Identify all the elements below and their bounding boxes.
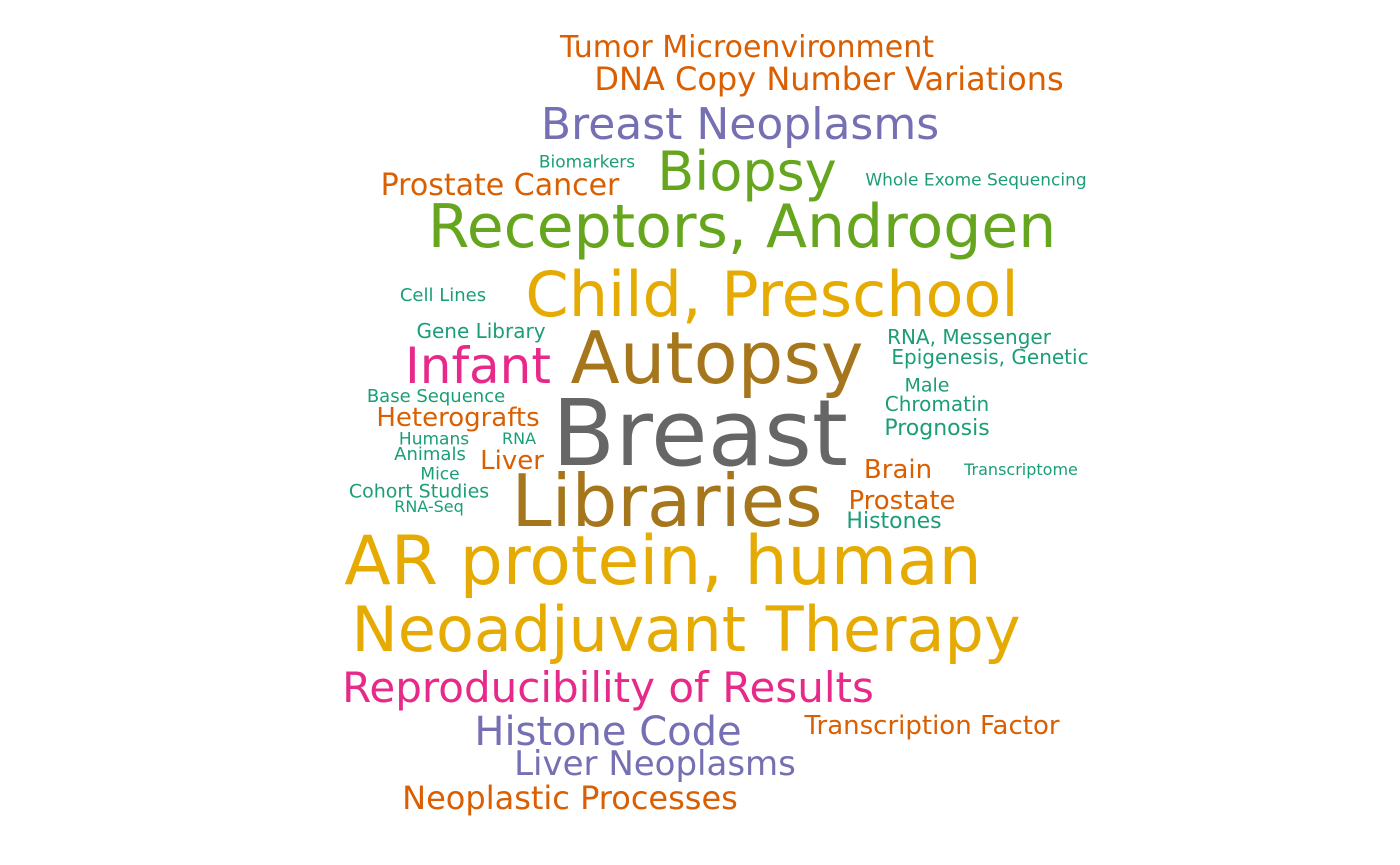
word-prognosis: Prognosis (884, 416, 990, 441)
word-transcription-factor: Transcription Factor (804, 711, 1060, 741)
word-animals: Animals (394, 444, 466, 465)
word-reproducibility-of-results: Reproducibility of Results (342, 663, 874, 712)
word-heterografts: Heterografts (376, 403, 540, 433)
word-dna-copy-number-variations: DNA Copy Number Variations (594, 60, 1064, 98)
word-cell-lines: Cell Lines (399, 285, 487, 306)
word-rna: RNA (501, 429, 537, 448)
word-prostate: Prostate (848, 486, 956, 516)
word-humans: Humans (398, 429, 470, 450)
word-histones: Histones (846, 509, 942, 534)
word-whole-exome-sequencing: Whole Exome Sequencing (865, 170, 1087, 191)
word-transcriptome: Transcriptome (964, 460, 1078, 479)
word-receptors-androgen: Receptors, Androgen (427, 192, 1057, 262)
word-infant: Infant (405, 337, 551, 395)
word-breast: Breast (552, 380, 848, 487)
word-brain: Brain (863, 455, 933, 485)
word-rna-seq: RNA-Seq (394, 497, 464, 516)
word-epigenesis-genetic: Epigenesis, Genetic (891, 345, 1089, 369)
word-liver-neoplasms: Liver Neoplasms (514, 744, 796, 784)
word-rna-messenger: RNA, Messenger (887, 325, 1051, 349)
word-neoplastic-processes: Neoplastic Processes (402, 779, 738, 817)
word-biopsy: Biopsy (657, 140, 837, 203)
word-cohort-studies: Cohort Studies (348, 480, 490, 503)
word-tumor-microenvironment: Tumor Microenvironment (559, 30, 935, 65)
word-chromatin: Chromatin (884, 392, 990, 416)
word-libraries: Libraries (511, 459, 823, 543)
word-base-sequence: Base Sequence (366, 386, 506, 407)
word-prostate-cancer: Prostate Cancer (380, 168, 620, 203)
word-neoadjuvant-therapy: Neoadjuvant Therapy (351, 593, 1021, 666)
word-male: Male (904, 374, 950, 397)
word-mice: Mice (420, 464, 460, 485)
word-histone-code: Histone Code (474, 709, 742, 755)
word-breast-neoplasms: Breast Neoplasms (540, 99, 940, 150)
word-autopsy: Autopsy (570, 316, 864, 400)
word-ar-protein-human: AR protein, human (344, 522, 982, 601)
word-biomarkers: Biomarkers (538, 152, 636, 173)
word-gene-library: Gene Library (416, 319, 546, 343)
word-liver: Liver (480, 446, 544, 476)
word-child-preschool: Child, Preschool (525, 258, 1019, 331)
